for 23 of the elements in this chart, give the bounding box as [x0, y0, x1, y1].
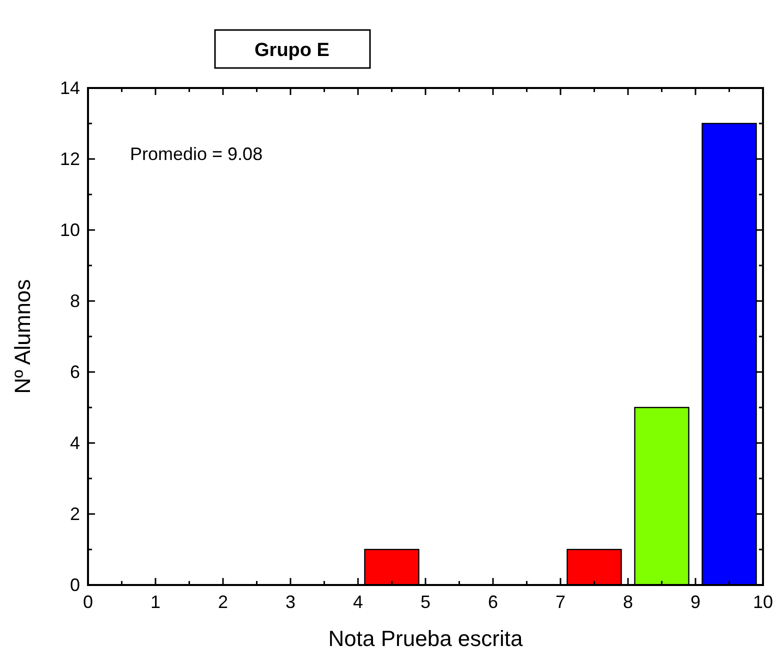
x-tick-label: 10	[752, 592, 774, 612]
x-tick-label: 0	[82, 592, 94, 612]
x-tick-label: 1	[150, 592, 161, 612]
y-tick-label: 14	[60, 78, 80, 98]
x-tick-label: 3	[285, 592, 296, 612]
y-tick-label: 0	[70, 575, 80, 595]
chart-title: Grupo E	[254, 40, 330, 61]
y-tick-label: 2	[70, 504, 80, 524]
x-tick-label: 6	[488, 592, 498, 612]
x-tick-label: 8	[622, 592, 634, 612]
x-tick-label: 5	[420, 592, 431, 612]
y-tick-label: 6	[70, 362, 80, 382]
x-tick-label: 2	[218, 592, 228, 612]
y-tick-label: 10	[60, 220, 80, 240]
y-axis-title: Nº Alumnos	[10, 279, 35, 394]
y-tick-label: 12	[60, 149, 80, 169]
y-tick-label: 4	[70, 433, 80, 453]
x-tick-label: 7	[555, 592, 566, 612]
x-tick-label: 9	[690, 592, 701, 612]
y-tick-label: 8	[70, 291, 80, 311]
annotation: Promedio = 9.08	[130, 144, 263, 164]
x-axis-title: Nota Prueba escrita	[328, 626, 524, 651]
x-tick-label: 4	[352, 592, 364, 612]
